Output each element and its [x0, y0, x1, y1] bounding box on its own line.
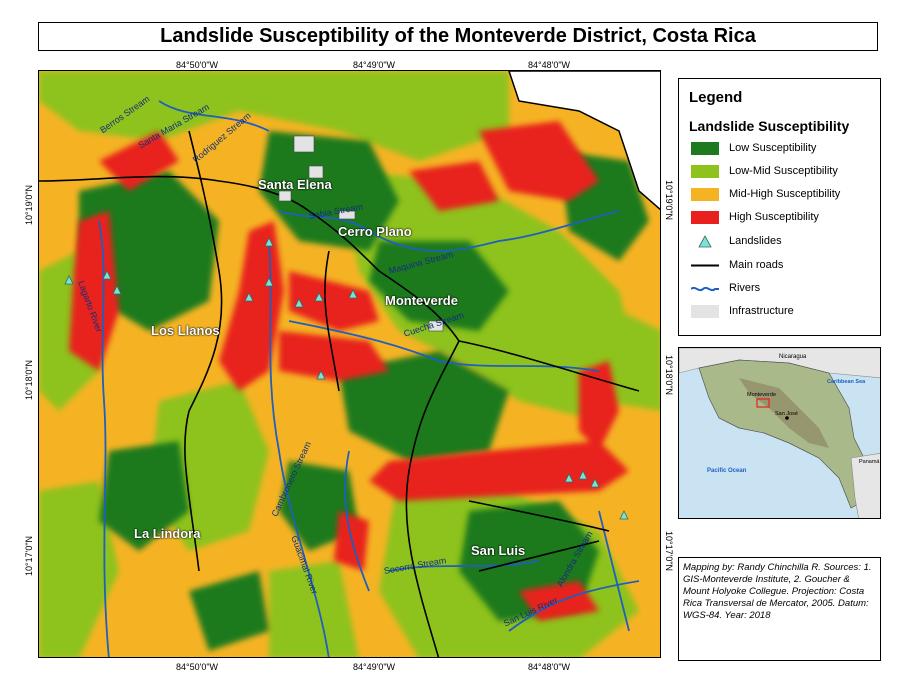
main-road-lines: [39, 130, 640, 657]
legend-heading: Legend: [689, 89, 743, 106]
legend-item-infrastructure: Infrastructure: [691, 303, 794, 319]
legend-label-low-mid: Low-Mid Susceptibility: [729, 165, 838, 177]
coord-top-3: 84°48'0"W: [528, 60, 571, 70]
place-santa-elena: Santa Elena: [258, 177, 332, 192]
legend-label-infrastructure: Infrastructure: [729, 305, 794, 317]
legend-item-low: Low Susceptibility: [691, 140, 816, 156]
map-canvas: [39, 71, 660, 657]
map-title-box: Landslide Susceptibility of the Montever…: [38, 22, 878, 51]
legend-label-roads: Main roads: [729, 259, 784, 271]
map-title: Landslide Susceptibility of the Montever…: [160, 25, 756, 47]
coord-top-2: 84°49'0"W: [353, 60, 396, 70]
legend-item-high: High Susceptibility: [691, 209, 819, 225]
coord-right-1: 10°19'0"N: [664, 180, 674, 221]
place-la-lindora: La Lindora: [134, 526, 201, 541]
inset-locator-map: Nicaragua Caribbean Sea Monteverde San J…: [678, 347, 881, 519]
study-area-box: [756, 398, 770, 408]
inset-canvas: Nicaragua Caribbean Sea Monteverde San J…: [679, 348, 880, 518]
outside-area: [508, 71, 660, 211]
legend-subheading: Landslide Susceptibility: [689, 118, 850, 134]
coord-right-2: 10°18'0"N: [664, 355, 674, 396]
coord-bottom-1: 84°50'0"W: [176, 662, 219, 672]
line-icon: [691, 264, 719, 266]
landslide-markers: [64, 237, 629, 520]
legend-label-landslides: Landslides: [729, 235, 782, 247]
inset-label-pacific: Pacific Ocean: [707, 468, 747, 474]
legend-item-mid-high: Mid-High Susceptibility: [691, 186, 840, 202]
inset-label-monteverde: Monteverde: [747, 392, 776, 398]
legend-label-high: High Susceptibility: [729, 211, 819, 223]
inset-label-panama: Panamá: [859, 459, 880, 465]
place-monteverde: Monteverde: [385, 293, 458, 308]
legend-item-roads: Main roads: [691, 257, 783, 273]
inset-label-nicaragua: Nicaragua: [779, 354, 807, 360]
low-swatch: [691, 141, 719, 155]
inset-label-caribbean: Caribbean Sea: [827, 379, 866, 385]
coord-left-3: 10°17'0"N: [24, 535, 34, 576]
place-los-llanos: Los Llanos: [151, 323, 220, 338]
legend-item-low-mid: Low-Mid Susceptibility: [691, 163, 838, 179]
susceptibility-map[interactable]: Santa Elena Cerro Plano Monteverde Los L…: [38, 70, 661, 658]
triangle-icon: [698, 234, 712, 247]
place-san-luis: San Luis: [471, 543, 526, 558]
river-lines: [98, 100, 640, 657]
wavy-line-icon: [691, 286, 719, 291]
coord-top-1: 84°50'0"W: [176, 60, 219, 70]
high-zones: [69, 121, 629, 621]
place-cerro-plano: Cerro Plano: [338, 224, 412, 239]
map-credits: Mapping by: Randy Chinchilla R. Sources:…: [678, 557, 881, 661]
panama-shape: [850, 453, 880, 518]
legend-label-low: Low Susceptibility: [729, 142, 817, 154]
mid-high-swatch: [691, 187, 719, 201]
low-zones: [79, 131, 649, 651]
infrastructure-swatch: [691, 304, 719, 318]
inset-label-san-jose: San José: [775, 411, 798, 417]
legend-label-rivers: Rivers: [729, 282, 761, 294]
high-swatch: [691, 210, 719, 224]
costa-rica-shape: [698, 359, 870, 509]
coord-left-2: 10°18'0"N: [24, 359, 34, 400]
legend-item-rivers: Rivers: [691, 280, 760, 296]
coord-bottom-3: 84°48'0"W: [528, 662, 571, 672]
legend-item-landslides: Landslides: [691, 233, 782, 249]
coord-right-3: 10°17'0"N: [664, 531, 674, 572]
coord-bottom-2: 84°49'0"W: [353, 662, 396, 672]
map-legend: Legend Landslide Susceptibility Low Susc…: [678, 78, 881, 336]
legend-label-mid-high: Mid-High Susceptibility: [729, 188, 841, 200]
infrastructure-blocks: [278, 135, 444, 332]
coord-left-1: 10°19'0"N: [24, 184, 34, 225]
low-mid-swatch: [691, 164, 719, 178]
